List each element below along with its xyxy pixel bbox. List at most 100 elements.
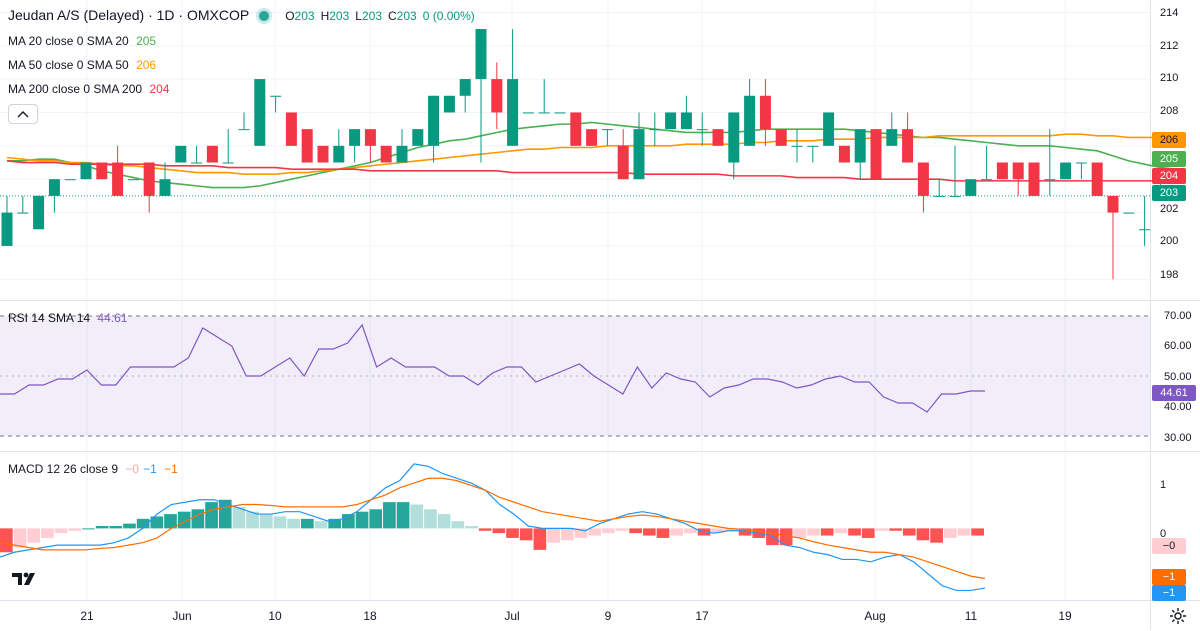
macd-histogram-bar <box>396 502 410 529</box>
candle-body <box>475 29 487 80</box>
macd-signal-tag: −1 <box>1152 569 1186 585</box>
macd-histogram-bar <box>273 516 287 529</box>
tradingview-logo-icon[interactable] <box>10 568 40 590</box>
macd-histogram-bar <box>177 511 191 529</box>
candle-body <box>96 162 108 180</box>
candle-body <box>33 195 45 230</box>
macd-histogram-bar <box>369 509 383 529</box>
time-axis-label: 11 <box>964 609 978 623</box>
candle-body <box>712 129 724 146</box>
candle-body <box>412 129 424 146</box>
gear-icon[interactable] <box>1168 606 1188 626</box>
rsi-axis-label: 30.00 <box>1164 432 1192 444</box>
candle-body <box>380 145 392 163</box>
candle-body <box>570 112 582 146</box>
candle-body <box>222 162 234 164</box>
macd-histogram-bar <box>205 502 218 529</box>
macd-histogram-bar <box>478 528 492 531</box>
candle-body <box>459 79 471 96</box>
legend-ma200[interactable]: MA 200 close 0 SMA 200 204 <box>8 82 170 96</box>
macd-histogram-bar <box>861 528 875 538</box>
macd-histogram-bar <box>437 514 451 529</box>
macd-histogram-bar <box>943 528 957 538</box>
rsi-band-fill <box>0 316 1150 436</box>
macd-histogram-bar <box>574 528 588 538</box>
macd-pane <box>0 463 986 592</box>
candle-body <box>617 145 629 180</box>
candle-body <box>838 145 850 163</box>
macd-histogram-bar <box>875 528 889 531</box>
ma20-line <box>7 121 1177 189</box>
macd-histogram-bar <box>232 506 246 529</box>
candle-body <box>333 145 345 163</box>
rsi-pane <box>0 315 1150 437</box>
candle-body <box>1012 162 1024 180</box>
candle-body <box>791 145 803 147</box>
macd-histogram-bar <box>547 528 560 543</box>
price-axis-label: 210 <box>1160 72 1179 84</box>
macd-histogram-bar <box>711 528 725 534</box>
candle-body <box>680 112 692 130</box>
macd-histogram-bar <box>355 511 369 529</box>
legend-rsi[interactable]: RSI 14 SMA 14 44.61 <box>8 311 128 325</box>
macd-histogram-bar <box>560 528 574 541</box>
macd-histogram-bar <box>519 528 533 541</box>
candle-body <box>80 162 92 180</box>
macd-histogram-bar <box>684 528 697 534</box>
candle-body <box>823 112 835 146</box>
macd-histogram-bar <box>615 528 629 531</box>
candle-body <box>428 95 440 146</box>
macd-histogram-bar <box>779 528 793 546</box>
legend-ma50[interactable]: MA 50 close 0 SMA 50 206 <box>8 58 157 72</box>
candle-body <box>301 129 313 163</box>
macd-histogram-bar <box>601 528 615 534</box>
macd-histogram-bar <box>109 526 123 529</box>
candle-body <box>317 145 329 163</box>
macd-axis-label: 1 <box>1160 479 1167 491</box>
price-axis-label: 200 <box>1160 235 1179 247</box>
time-axis-label: 21 <box>80 609 94 623</box>
collapse-legend-button[interactable] <box>8 104 38 124</box>
macd-histogram-bar <box>738 528 752 536</box>
time-axis-label: Jul <box>504 609 520 623</box>
candle-body <box>965 179 977 196</box>
macd-histogram-bar <box>164 514 177 529</box>
rsi-axis-label: 60.00 <box>1164 340 1192 352</box>
legend-ma20[interactable]: MA 20 close 0 SMA 20 205 <box>8 34 157 48</box>
macd-histogram-bar <box>670 528 684 536</box>
symbol-header: Jeudan A/S (Delayed) · 1D · OMXCOP O203 H2… <box>8 6 481 25</box>
legend-macd[interactable]: MACD 12 26 close 9 −0 −1 −1 <box>8 462 178 476</box>
candle-body <box>933 195 945 197</box>
candlestick-series <box>1 29 1182 280</box>
macd-histogram-bar <box>916 528 930 541</box>
chevron-up-icon <box>17 111 29 118</box>
time-axis-label: Jun <box>172 609 192 623</box>
macd-histogram-bar <box>492 528 506 534</box>
price-axis-label: 212 <box>1160 40 1179 52</box>
candle-body <box>1 212 13 246</box>
candle-body <box>349 129 361 146</box>
candle-body <box>601 129 613 131</box>
macd-histogram-bar <box>13 528 27 548</box>
macd-histogram-bar <box>136 518 150 529</box>
candle-body <box>902 129 914 163</box>
candle-body <box>1139 229 1151 231</box>
candle-body <box>17 212 29 214</box>
candle-body <box>554 112 566 114</box>
macd-histogram-bar <box>54 528 68 534</box>
macd-histogram-bar <box>848 528 861 536</box>
candle-body <box>649 129 661 131</box>
macd-histogram-bar <box>82 528 95 530</box>
macd-histogram-bar <box>834 528 848 534</box>
macd-histogram-bar <box>123 523 136 529</box>
candle-body <box>1123 212 1135 214</box>
symbol-title: Jeudan A/S (Delayed) · 1D · OMXCOP <box>8 7 250 23</box>
candle-body <box>507 79 519 146</box>
candle-body <box>175 145 187 163</box>
candle-body <box>364 129 376 146</box>
macd-histogram-bar <box>0 528 13 553</box>
macd-histogram-bar <box>629 528 642 534</box>
candle-body <box>127 179 139 181</box>
macd-histogram-bar <box>246 511 259 529</box>
